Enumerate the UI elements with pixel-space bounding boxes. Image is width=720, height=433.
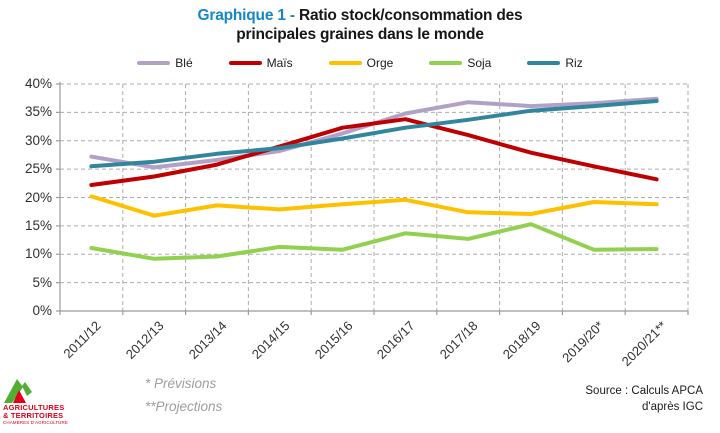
y-tick-label: 35% xyxy=(24,104,52,120)
series-line-Maïs xyxy=(89,117,659,187)
y-tick-label: 10% xyxy=(24,246,52,262)
y-tick-label: 30% xyxy=(24,132,52,148)
footnotes: * Prévisions **Projections xyxy=(145,372,222,418)
y-tick-label: 20% xyxy=(24,189,52,205)
logo-mark-icon xyxy=(4,379,32,403)
y-tick-label: 5% xyxy=(32,274,52,290)
legend-label: Riz xyxy=(565,56,583,70)
legend-item-Blé: Blé xyxy=(137,56,193,70)
y-tick-label: 0% xyxy=(32,303,52,318)
legend-line-swatch xyxy=(137,61,171,65)
chart-title-line1-rest: Ratio stock/consommation des xyxy=(298,7,523,24)
legend-item-Maïs: Maïs xyxy=(228,56,293,70)
series-line-Riz xyxy=(89,99,659,169)
series-line-Soja xyxy=(89,222,659,261)
chart-title-prefix: Graphique 1 - xyxy=(197,7,299,24)
series-line-Orge xyxy=(89,194,659,218)
y-tick-label: 15% xyxy=(24,217,52,233)
chart-title: Graphique 1 - Ratio stock/consommation d… xyxy=(0,6,720,44)
footnote-previsions: * Prévisions xyxy=(145,376,217,391)
legend-item-Riz: Riz xyxy=(527,56,583,70)
source-credit: Source : Calculs APCA d'après IGC xyxy=(585,383,703,415)
chambres-agriculture-logo: AGRICULTURES & TERRITOIRES CHAMBRES D'AG… xyxy=(3,377,83,426)
legend-label: Maïs xyxy=(266,56,293,70)
source-line2: d'après IGC xyxy=(642,401,703,413)
y-tick-label: 40% xyxy=(24,76,52,91)
legend-label: Blé xyxy=(175,56,193,70)
legend-item-Soja: Soja xyxy=(429,56,491,70)
legend-line-swatch xyxy=(527,61,561,65)
legend-line-swatch xyxy=(429,61,463,65)
logo-text-line1: AGRICULTURES xyxy=(3,403,65,412)
chart-title-line2: principales graines dans le monde xyxy=(236,26,484,43)
y-tick-label: 25% xyxy=(24,161,52,177)
footnote-projections: **Projections xyxy=(145,399,223,414)
chart-legend: Blé Maïs Orge Soja Riz xyxy=(0,56,720,70)
chart-title-line1: Graphique 1 - Ratio stock/consommation d… xyxy=(0,6,720,25)
logo-text-line3: CHAMBRES D'AGRICULTURE xyxy=(3,420,68,425)
legend-item-Orge: Orge xyxy=(328,56,394,70)
source-line1: Source : Calculs APCA xyxy=(585,385,703,397)
legend-label: Orge xyxy=(366,56,394,70)
legend-label: Soja xyxy=(467,56,492,70)
legend-line-swatch xyxy=(228,61,262,65)
logo-text-line2: & TERRITOIRES xyxy=(3,411,64,420)
legend-line-swatch xyxy=(328,61,362,65)
